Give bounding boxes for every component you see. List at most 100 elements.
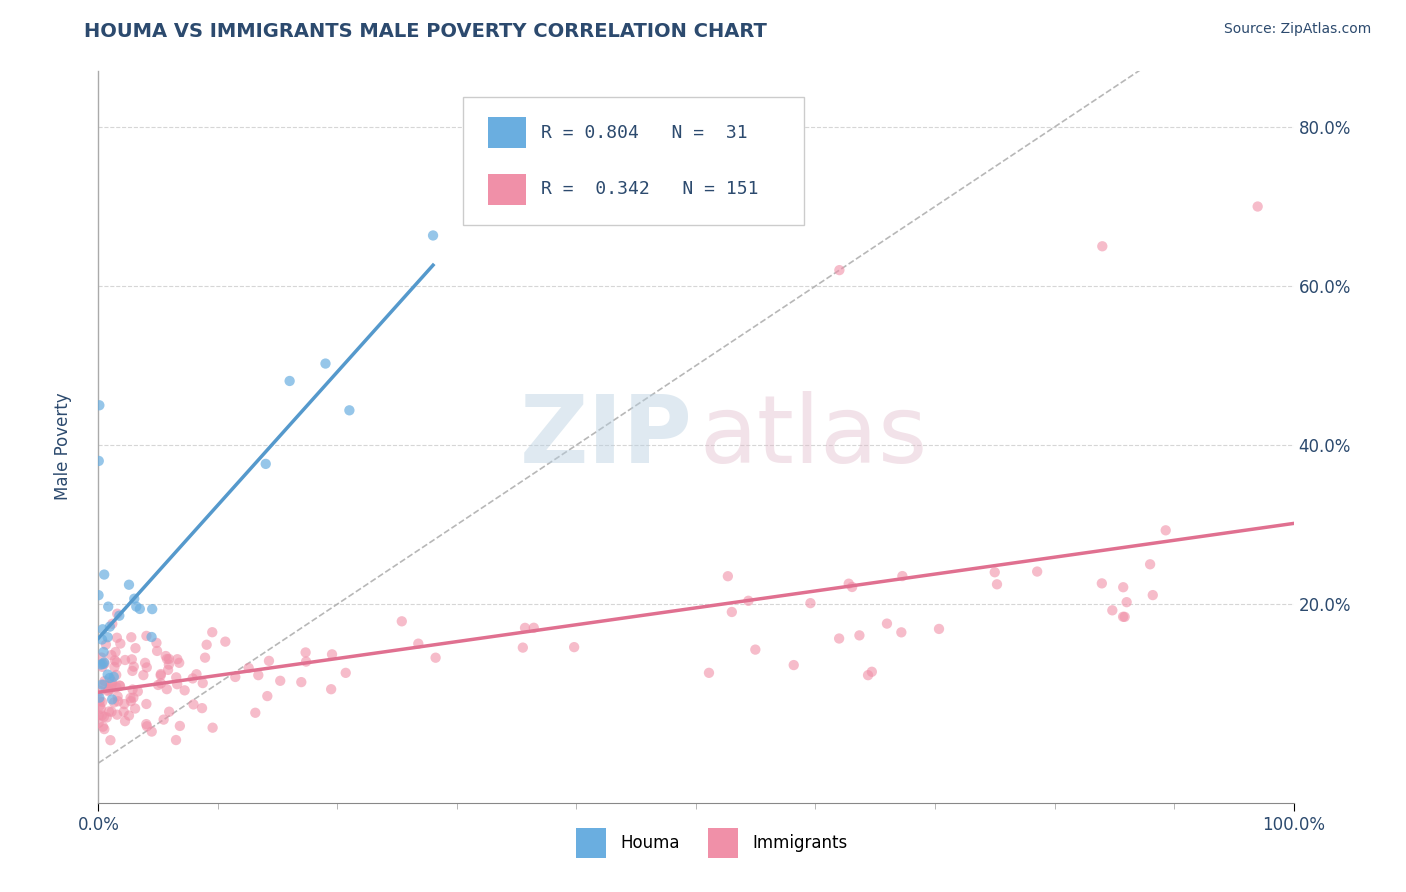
Point bbox=[107, 690, 129, 704]
Point bbox=[112, 705, 135, 719]
Point bbox=[254, 457, 277, 471]
Point bbox=[513, 621, 536, 635]
Point bbox=[120, 690, 142, 705]
Point bbox=[93, 677, 115, 691]
Point bbox=[214, 634, 236, 648]
Point bbox=[1247, 200, 1270, 214]
Point bbox=[425, 650, 447, 665]
FancyBboxPatch shape bbox=[709, 829, 738, 858]
Text: Source: ZipAtlas.com: Source: ZipAtlas.com bbox=[1223, 22, 1371, 37]
Point bbox=[97, 682, 120, 697]
Point bbox=[1091, 576, 1114, 591]
Point bbox=[247, 668, 270, 682]
Point bbox=[157, 663, 180, 677]
Point bbox=[149, 668, 172, 682]
Point bbox=[141, 724, 163, 739]
Point bbox=[799, 596, 821, 610]
Point bbox=[93, 673, 115, 688]
Point bbox=[828, 263, 851, 277]
Point bbox=[195, 638, 218, 652]
Point bbox=[89, 398, 111, 412]
Point bbox=[891, 569, 914, 583]
Point bbox=[269, 673, 291, 688]
Point bbox=[108, 679, 131, 693]
Point bbox=[93, 722, 115, 736]
Point bbox=[91, 632, 114, 647]
Point bbox=[97, 630, 120, 644]
Point bbox=[523, 621, 546, 635]
Point bbox=[105, 707, 128, 722]
Point bbox=[101, 616, 124, 631]
Point bbox=[146, 678, 169, 692]
FancyBboxPatch shape bbox=[488, 118, 526, 148]
Point bbox=[121, 664, 143, 678]
Point bbox=[93, 710, 115, 724]
Point bbox=[512, 640, 534, 655]
Point bbox=[104, 653, 127, 667]
Text: R = 0.804   N =  31: R = 0.804 N = 31 bbox=[541, 124, 748, 142]
Point bbox=[1091, 239, 1114, 253]
Point bbox=[114, 653, 136, 667]
Point bbox=[97, 599, 120, 614]
Point bbox=[98, 619, 121, 633]
FancyBboxPatch shape bbox=[488, 174, 526, 205]
Point bbox=[173, 683, 195, 698]
Point bbox=[838, 576, 860, 591]
Point bbox=[87, 708, 110, 723]
Point bbox=[100, 648, 122, 662]
Point bbox=[120, 694, 142, 708]
Point bbox=[118, 578, 141, 592]
Point bbox=[97, 667, 120, 681]
Point bbox=[256, 689, 278, 703]
Point bbox=[103, 660, 125, 674]
Point bbox=[132, 668, 155, 682]
Point bbox=[194, 650, 217, 665]
Point bbox=[141, 602, 163, 616]
Point bbox=[89, 684, 111, 698]
Text: HOUMA VS IMMIGRANTS MALE POVERTY CORRELATION CHART: HOUMA VS IMMIGRANTS MALE POVERTY CORRELA… bbox=[84, 22, 768, 41]
Point bbox=[134, 656, 156, 670]
Point bbox=[98, 705, 121, 719]
Point bbox=[828, 632, 851, 646]
Point bbox=[122, 690, 145, 705]
Point bbox=[422, 228, 444, 243]
Point bbox=[335, 665, 357, 680]
Point bbox=[122, 659, 145, 673]
Point bbox=[157, 652, 180, 666]
Point bbox=[860, 665, 883, 679]
Point bbox=[87, 715, 110, 730]
Point bbox=[135, 697, 157, 711]
Point bbox=[90, 702, 112, 716]
Point bbox=[169, 719, 191, 733]
Point bbox=[321, 682, 343, 697]
Point bbox=[93, 657, 115, 671]
Point bbox=[105, 668, 128, 682]
Point bbox=[104, 645, 127, 659]
Point bbox=[562, 640, 585, 654]
Point bbox=[91, 657, 114, 671]
Point bbox=[100, 674, 122, 689]
Point bbox=[127, 684, 149, 698]
Point bbox=[156, 652, 179, 666]
Point bbox=[96, 710, 118, 724]
Point bbox=[1139, 558, 1161, 572]
Point bbox=[100, 678, 122, 692]
Point bbox=[91, 720, 114, 734]
Point bbox=[737, 594, 759, 608]
Point bbox=[181, 672, 204, 686]
Point bbox=[135, 717, 157, 731]
Point bbox=[120, 630, 142, 644]
Point bbox=[744, 642, 766, 657]
Point bbox=[136, 719, 159, 733]
Point bbox=[90, 657, 112, 672]
Point bbox=[152, 713, 174, 727]
Point bbox=[98, 671, 121, 685]
Point bbox=[91, 678, 114, 692]
Point bbox=[295, 655, 318, 669]
Point bbox=[145, 636, 167, 650]
Point bbox=[97, 684, 120, 698]
Point bbox=[876, 616, 898, 631]
Point bbox=[717, 569, 740, 583]
Point bbox=[141, 630, 163, 644]
Point bbox=[1112, 580, 1135, 594]
